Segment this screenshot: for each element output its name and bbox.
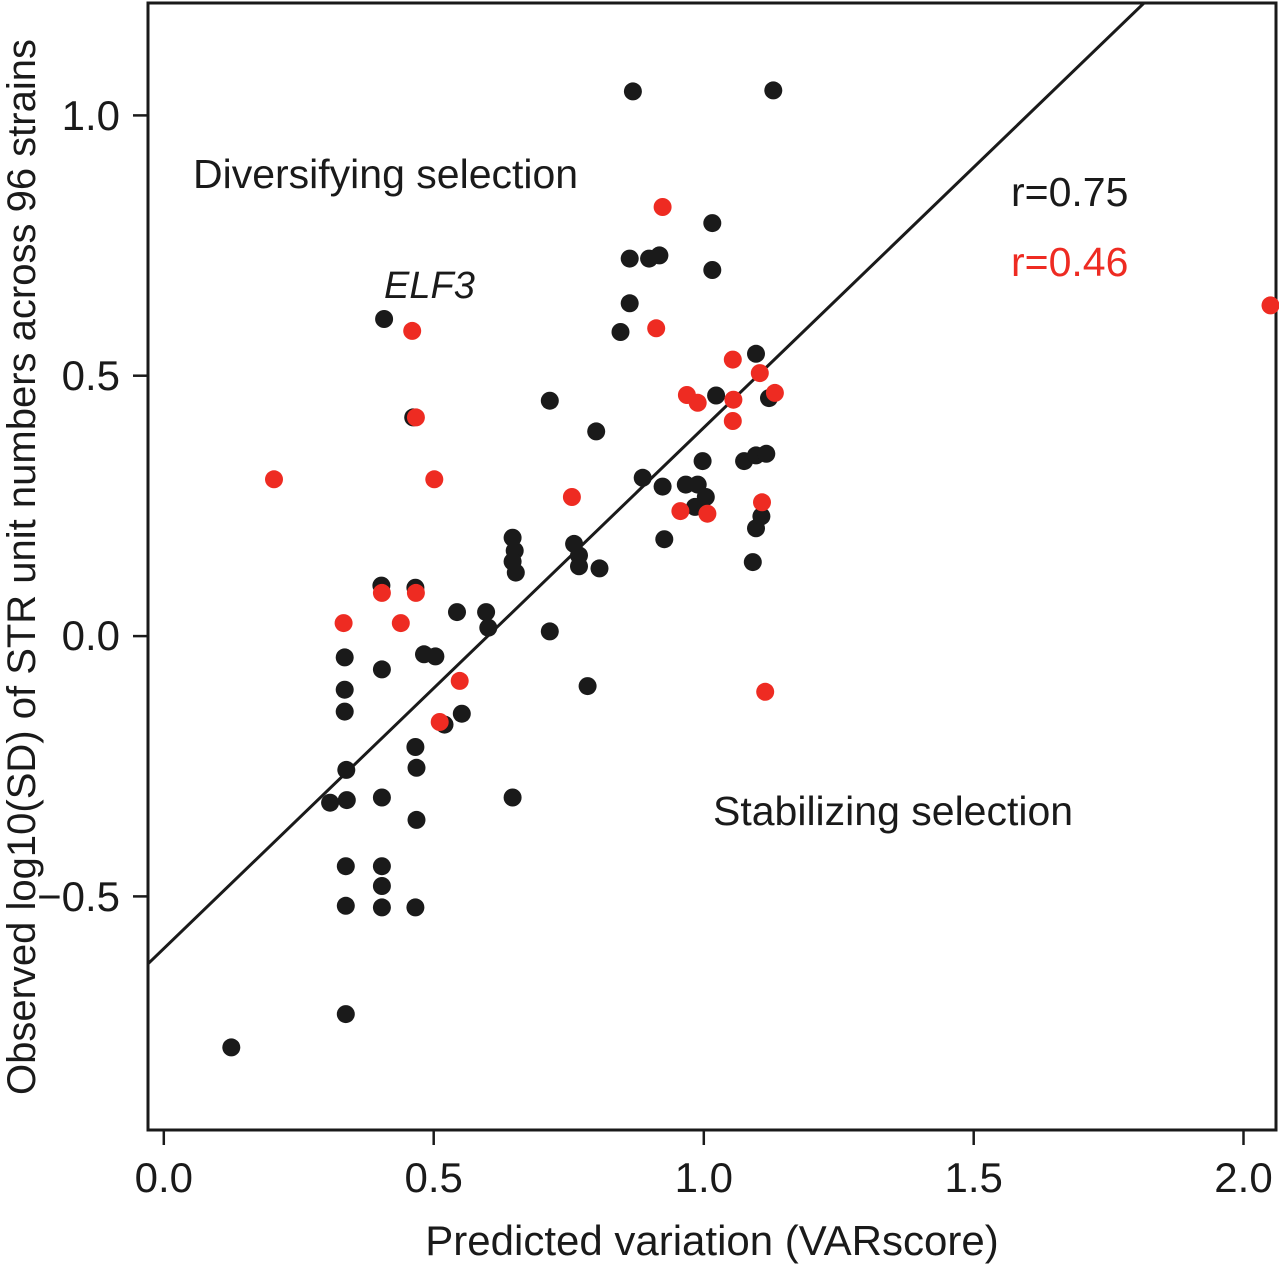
svg-text:0.0: 0.0 — [135, 1154, 193, 1201]
svg-text:1.0: 1.0 — [675, 1154, 733, 1201]
svg-text:−0.5: −0.5 — [37, 873, 120, 920]
svg-text:1.5: 1.5 — [945, 1154, 1003, 1201]
svg-text:1.0: 1.0 — [62, 92, 120, 139]
svg-text:0.5: 0.5 — [62, 352, 120, 399]
svg-text:0.0: 0.0 — [62, 612, 120, 659]
svg-text:0.5: 0.5 — [405, 1154, 463, 1201]
svg-text:2.0: 2.0 — [1214, 1154, 1272, 1201]
svg-text:r=0.46: r=0.46 — [1011, 239, 1128, 285]
svg-text:r=0.75: r=0.75 — [1011, 169, 1128, 215]
svg-text:Observed log10(SD) of STR unit: Observed log10(SD) of STR unit numbers a… — [0, 39, 44, 1095]
svg-text:Predicted variation (VARscore): Predicted variation (VARscore) — [425, 1217, 998, 1264]
svg-text:Diversifying selection: Diversifying selection — [193, 151, 578, 197]
svg-text:ELF3: ELF3 — [384, 265, 475, 307]
svg-text:Stabilizing selection: Stabilizing selection — [713, 788, 1073, 834]
